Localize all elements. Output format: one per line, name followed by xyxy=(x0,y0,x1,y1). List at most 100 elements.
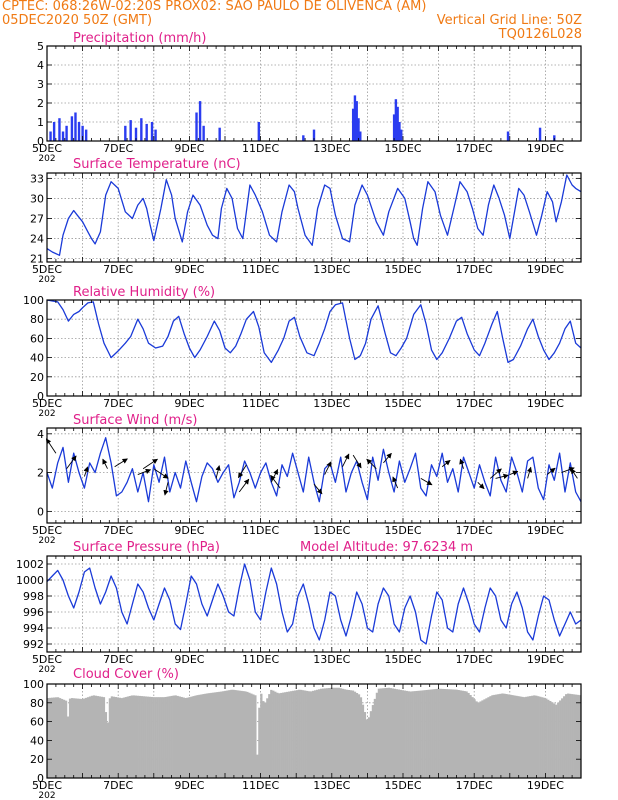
cloud-bar xyxy=(226,690,229,778)
y-tick-label: 1002 xyxy=(16,558,44,571)
x-tick-label: 9DEC xyxy=(174,524,204,537)
cloud-bar xyxy=(200,694,203,778)
cloud-bar xyxy=(315,689,319,778)
cloud-bar xyxy=(310,691,313,778)
cloud-bar xyxy=(262,701,265,778)
wind-arrow xyxy=(238,478,250,493)
precip-bar xyxy=(218,127,221,141)
x-tick-label: 15DEC xyxy=(384,397,421,410)
x-tick-label: 9DEC xyxy=(174,779,204,792)
wind-arrow xyxy=(441,460,451,468)
cloud-bar xyxy=(409,691,412,778)
wind-arrow xyxy=(495,473,509,480)
panel-title: Cloud Cover (%) xyxy=(73,667,179,682)
precip-bar xyxy=(202,125,205,141)
cloud-bar xyxy=(329,687,333,778)
cloud-bar xyxy=(335,687,339,778)
cloud-bar xyxy=(499,693,502,778)
cloud-bar xyxy=(455,689,458,778)
x-tick-label: 17DEC xyxy=(456,263,493,276)
cloud-bar xyxy=(559,700,562,778)
panel-temp xyxy=(46,172,582,263)
precip-bar xyxy=(302,135,305,141)
x-tick-label: 7DEC xyxy=(103,524,133,537)
x-tick-label: 17DEC xyxy=(456,142,493,155)
x-tick-label: 13DEC xyxy=(313,142,350,155)
cloud-bar xyxy=(212,692,215,778)
cloud-bar xyxy=(220,691,223,778)
cloud-bar xyxy=(445,689,448,778)
cloud-bar xyxy=(108,698,112,778)
x-tick-label: 9DEC xyxy=(174,263,204,276)
x-tick-label: 15DEC xyxy=(384,263,421,276)
cloud-bar xyxy=(419,690,422,778)
cloud-bar xyxy=(156,697,159,778)
cloud-bar xyxy=(298,689,301,778)
cloud-bar xyxy=(300,689,303,778)
y-tick-label: 80 xyxy=(30,697,44,710)
wind-arrow xyxy=(420,478,433,486)
x-tick-label: 19DEC xyxy=(527,653,564,666)
cloud-bar xyxy=(519,696,522,778)
cloud-bar xyxy=(47,698,50,778)
cloud-bar xyxy=(174,695,177,778)
cloud-bar xyxy=(216,692,219,778)
cloud-bar xyxy=(296,690,299,778)
cloud-bar xyxy=(204,693,207,778)
x-tick-label: 7DEC xyxy=(103,142,133,155)
cloud-bar xyxy=(264,702,267,778)
y-tick-label: 20 xyxy=(30,753,44,766)
cloud-bar xyxy=(333,687,337,778)
cloud-bar xyxy=(168,696,171,778)
cloud-bar xyxy=(507,694,510,778)
cloud-bar xyxy=(246,691,249,778)
cloud-bar xyxy=(60,698,64,778)
cloud-bar xyxy=(210,692,213,778)
cloud-bar xyxy=(184,698,187,778)
x-tick-label: 13DEC xyxy=(313,397,350,410)
cloud-bar xyxy=(124,697,128,778)
cloud-bar xyxy=(531,695,534,778)
y-tick-label: 27 xyxy=(30,213,44,226)
cloud-bar xyxy=(353,691,357,778)
cloud-bar xyxy=(206,693,209,778)
wind-arrow xyxy=(477,481,485,490)
panel-annotation: Model Altitude: 97.6234 m xyxy=(300,540,473,555)
y-tick-label: 40 xyxy=(30,734,44,747)
precip-bar xyxy=(257,122,261,141)
panel-wind xyxy=(45,427,582,524)
cloud-bar xyxy=(144,696,147,778)
cloud-bar xyxy=(541,697,544,778)
cloud-bar xyxy=(116,697,120,778)
cloud-bar xyxy=(88,696,92,778)
precip-bar xyxy=(70,116,74,141)
cloud-bar xyxy=(286,691,289,778)
precip-bar xyxy=(74,112,77,141)
x-tick-label: 13DEC xyxy=(313,263,350,276)
cloud-bar xyxy=(465,691,468,778)
y-tick-label: 994 xyxy=(23,622,44,635)
cloud-bar xyxy=(377,688,381,778)
cloud-bar xyxy=(555,704,558,778)
cloud-bar xyxy=(513,695,516,778)
panel-title: Precipitation (mm/h) xyxy=(73,31,206,46)
cloud-bar xyxy=(579,695,582,778)
cloud-bar xyxy=(437,688,440,778)
x-tick-label: 17DEC xyxy=(456,524,493,537)
cloud-bar xyxy=(142,696,145,778)
wind-arrow xyxy=(509,470,519,476)
cloud-bar xyxy=(467,692,470,778)
cloud-bar xyxy=(529,696,532,778)
cloud-bar xyxy=(423,690,426,778)
y-tick-label: 3 xyxy=(37,78,44,91)
cloud-bar xyxy=(357,694,361,778)
cloud-bar xyxy=(218,691,221,778)
cloud-bar xyxy=(411,691,414,778)
cloud-bar xyxy=(58,698,62,778)
cloud-bar xyxy=(443,689,446,778)
cloud-bar xyxy=(453,689,456,778)
cloud-bar xyxy=(112,696,116,778)
cloud-bar xyxy=(54,697,58,778)
cloud-bar xyxy=(68,698,72,778)
